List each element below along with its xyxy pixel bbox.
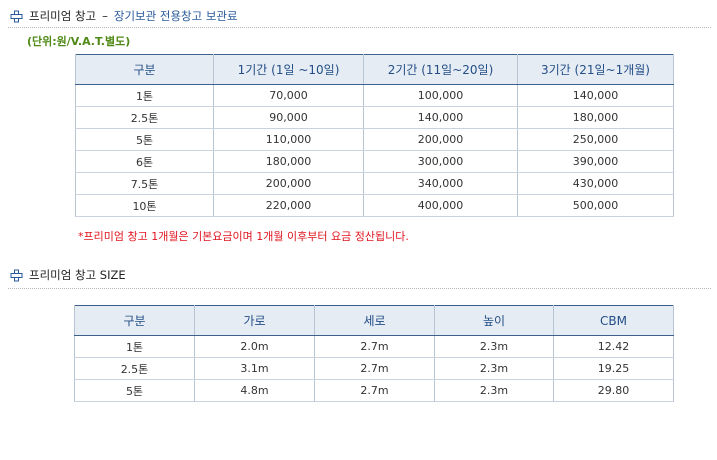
table-row: 1톤 2.0m 2.7m 2.3m 12.42 bbox=[74, 335, 674, 358]
table-cell: 2.7m bbox=[314, 357, 435, 380]
table-cell: 90,000 bbox=[213, 106, 364, 129]
price-note: *프리미엄 창고 1개월은 기본요금이며 1개월 이후부터 요금 정산됩니다. bbox=[78, 230, 409, 243]
table-cell: 200,000 bbox=[213, 172, 364, 195]
table-cell: 1톤 bbox=[75, 84, 214, 107]
section-subtitle-price: 장기보관 전용창고 보관료 bbox=[113, 9, 238, 23]
table-cell: 4.8m bbox=[194, 379, 315, 402]
column-header: CBM bbox=[553, 305, 674, 336]
table-row: 5톤 110,000 200,000 250,000 bbox=[75, 128, 674, 151]
table-cell: 70,000 bbox=[213, 84, 364, 107]
table-cell: 430,000 bbox=[517, 172, 674, 195]
table-cell: 250,000 bbox=[517, 128, 674, 151]
column-header: 2기간 (11일~20일) bbox=[363, 54, 518, 85]
section-divider bbox=[8, 27, 711, 28]
column-header: 1기간 (1일 ~10일) bbox=[213, 54, 364, 85]
section-title-price: 프리미엄 창고 bbox=[29, 9, 97, 23]
table-row: 1톤 70,000 100,000 140,000 bbox=[75, 84, 674, 107]
table-header-row: 구분 1기간 (1일 ~10일) 2기간 (11일~20일) 3기간 (21일~… bbox=[75, 54, 674, 85]
table-cell: 2.0m bbox=[194, 335, 315, 358]
table-cell: 2.3m bbox=[434, 357, 554, 380]
table-cell: 110,000 bbox=[213, 128, 364, 151]
table-cell: 19.25 bbox=[553, 357, 674, 380]
table-cell: 340,000 bbox=[363, 172, 518, 195]
table-cell: 29.80 bbox=[553, 379, 674, 402]
table-cell: 12.42 bbox=[553, 335, 674, 358]
section-header-price: 프리미엄 창고 – 장기보관 전용창고 보관료 bbox=[10, 7, 238, 25]
plus-icon bbox=[10, 10, 23, 22]
table-cell: 10톤 bbox=[75, 194, 214, 217]
table-cell: 220,000 bbox=[213, 194, 364, 217]
table-cell: 100,000 bbox=[363, 84, 518, 107]
table-cell: 180,000 bbox=[517, 106, 674, 129]
column-header: 구분 bbox=[75, 54, 214, 85]
table-cell: 140,000 bbox=[517, 84, 674, 107]
table-cell: 140,000 bbox=[363, 106, 518, 129]
table-row: 7.5톤 200,000 340,000 430,000 bbox=[75, 172, 674, 195]
table-cell: 1톤 bbox=[74, 335, 195, 358]
section-header-size: 프리미엄 창고 SIZE bbox=[10, 266, 126, 284]
size-table: 구분 가로 세로 높이 CBM 1톤 2.0m 2.7m 2.3m 12.42 … bbox=[74, 305, 674, 402]
column-header: 가로 bbox=[194, 305, 315, 336]
unit-note: (단위:원/V.A.T.별도) bbox=[27, 35, 131, 48]
column-header: 세로 bbox=[314, 305, 435, 336]
table-cell: 3.1m bbox=[194, 357, 315, 380]
table-cell: 180,000 bbox=[213, 150, 364, 173]
table-cell: 2.5톤 bbox=[74, 357, 195, 380]
table-cell: 2.7m bbox=[314, 379, 435, 402]
table-row: 5톤 4.8m 2.7m 2.3m 29.80 bbox=[74, 379, 674, 402]
column-header: 높이 bbox=[434, 305, 554, 336]
table-row: 2.5톤 90,000 140,000 180,000 bbox=[75, 106, 674, 129]
table-cell: 300,000 bbox=[363, 150, 518, 173]
table-cell: 7.5톤 bbox=[75, 172, 214, 195]
section-divider bbox=[8, 288, 711, 289]
table-cell: 400,000 bbox=[363, 194, 518, 217]
table-cell: 2.5톤 bbox=[75, 106, 214, 129]
plus-icon bbox=[10, 269, 23, 281]
table-row: 6톤 180,000 300,000 390,000 bbox=[75, 150, 674, 173]
table-row: 2.5톤 3.1m 2.7m 2.3m 19.25 bbox=[74, 357, 674, 380]
table-cell: 2.3m bbox=[434, 379, 554, 402]
table-cell: 2.7m bbox=[314, 335, 435, 358]
table-cell: 5톤 bbox=[75, 128, 214, 151]
column-header: 3기간 (21일~1개월) bbox=[517, 54, 674, 85]
section-title-size: 프리미엄 창고 SIZE bbox=[29, 268, 126, 282]
title-dash: – bbox=[102, 9, 108, 23]
price-table: 구분 1기간 (1일 ~10일) 2기간 (11일~20일) 3기간 (21일~… bbox=[75, 54, 674, 217]
table-header-row: 구분 가로 세로 높이 CBM bbox=[74, 305, 674, 336]
table-cell: 390,000 bbox=[517, 150, 674, 173]
table-cell: 200,000 bbox=[363, 128, 518, 151]
table-cell: 5톤 bbox=[74, 379, 195, 402]
table-cell: 2.3m bbox=[434, 335, 554, 358]
table-cell: 500,000 bbox=[517, 194, 674, 217]
table-row: 10톤 220,000 400,000 500,000 bbox=[75, 194, 674, 217]
column-header: 구분 bbox=[74, 305, 195, 336]
table-cell: 6톤 bbox=[75, 150, 214, 173]
